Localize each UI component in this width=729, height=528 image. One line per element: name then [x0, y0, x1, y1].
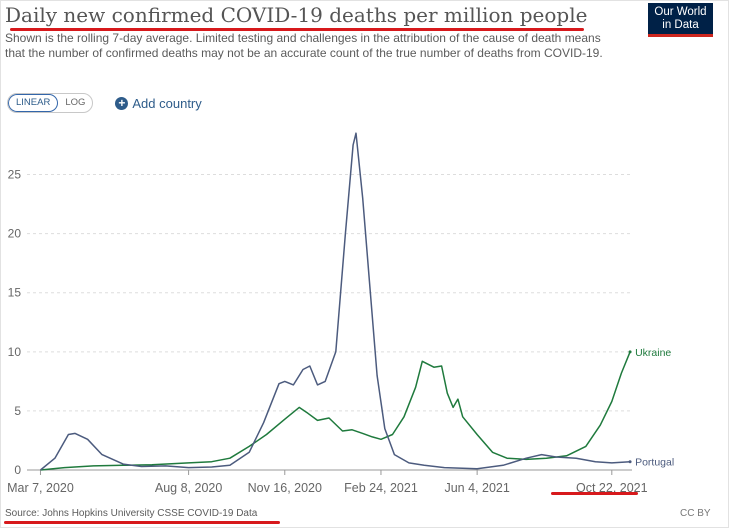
x-tick-label: Jun 4, 2021: [444, 481, 509, 495]
logo-line-1: Our World: [654, 6, 707, 18]
title-annotation-underline: [10, 28, 584, 31]
log-scale-button[interactable]: LOG: [65, 97, 86, 108]
scale-toggle: LINEAR LOG: [7, 93, 94, 113]
source-link[interactable]: Johns Hopkins University CSSE COVID-19 D…: [42, 508, 258, 519]
source-note: Source: Johns Hopkins University CSSE CO…: [5, 508, 257, 519]
plus-circle-icon: +: [115, 96, 129, 110]
series-label-ukraine: Ukraine: [635, 347, 671, 359]
series-label-portugal: Portugal: [635, 457, 674, 469]
x-tick-label: Nov 16, 2020: [248, 481, 322, 495]
series-line-portugal: [40, 132, 631, 471]
x-tick-label: Feb 24, 2021: [344, 481, 418, 495]
y-tick-label: 15: [8, 286, 22, 300]
y-tick-label: 0: [14, 463, 21, 477]
x-tick-label: Oct 22, 2021: [576, 481, 648, 495]
source-prefix: Source:: [5, 508, 43, 519]
x-tick-label: Aug 8, 2020: [155, 481, 222, 495]
linear-scale-button[interactable]: LINEAR: [8, 94, 59, 112]
series-end-point-ukraine: [628, 350, 632, 354]
chart-controls: LINEAR LOG + Add country: [7, 93, 202, 113]
chart-subtitle: Shown is the rolling 7-day average. Limi…: [5, 31, 603, 60]
y-tick-label: 5: [14, 404, 21, 418]
x-tick-label: Mar 7, 2020: [7, 481, 74, 495]
owid-logo[interactable]: Our World in Data: [648, 3, 713, 37]
x-tick-annotation-underline: [551, 492, 638, 495]
source-annotation-underline: [4, 521, 280, 524]
logo-line-2: in Data: [662, 19, 699, 31]
logo-accent-bar: [648, 34, 713, 37]
y-tick-label: 25: [8, 168, 22, 182]
add-country-label: Add country: [132, 95, 202, 111]
y-tick-label: 20: [8, 227, 22, 241]
series-end-point-portugal: [628, 460, 632, 464]
y-tick-label: 10: [8, 345, 22, 359]
chart-title: Daily new confirmed COVID-19 deaths per …: [5, 3, 588, 27]
series-line-ukraine: [40, 351, 631, 471]
license-label[interactable]: CC BY: [680, 508, 711, 519]
add-country-button[interactable]: + Add country: [115, 95, 202, 111]
